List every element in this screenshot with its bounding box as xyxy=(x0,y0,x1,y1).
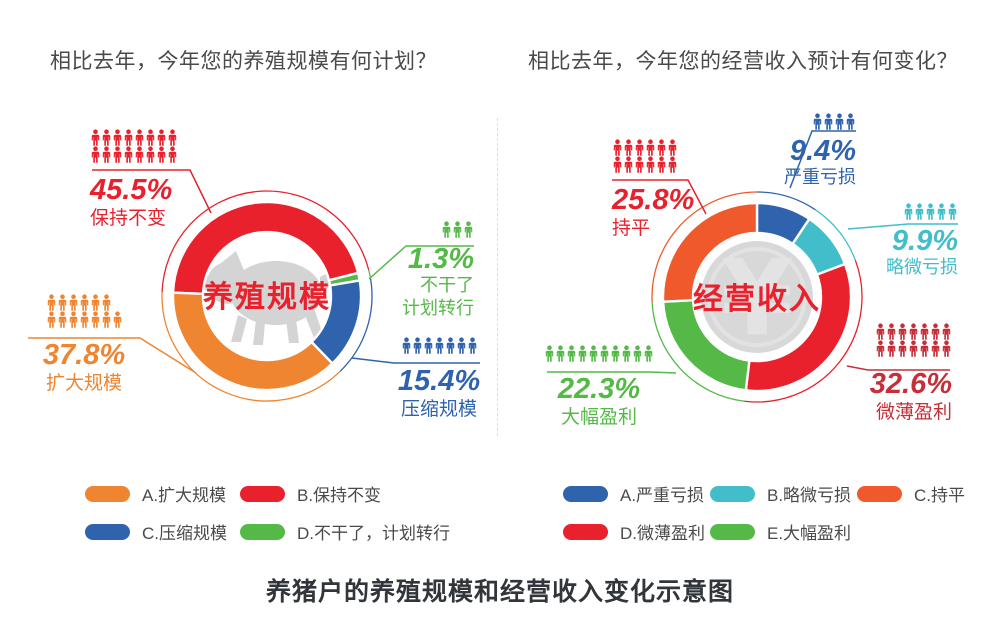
donut-chart-business-income: ¥ 经营收入 xyxy=(651,191,863,403)
pct-quit: 1.3% xyxy=(407,243,474,275)
label-slim-profit: 微薄盈利 xyxy=(875,402,952,424)
callout-serious-loss: 9.4% 严重亏损 xyxy=(784,113,856,189)
legend-business-income: A.严重亏损 B.略微亏损 C.持平 D.微薄盈利 E.大幅盈利 xyxy=(563,481,965,544)
people-icons-big-profit xyxy=(544,345,654,362)
label-keep-same: 保持不变 xyxy=(90,208,167,230)
people-icons-slim-profit xyxy=(875,323,952,357)
callout-flat: 25.8% 持平 xyxy=(612,139,695,241)
callout-slight-loss: 9.9% 略微亏损 xyxy=(886,203,958,279)
legend-label-slim-profit: D.微薄盈利 xyxy=(620,524,705,543)
legend-label-expand: A.扩大规模 xyxy=(142,486,227,505)
legend-item-flat: C.持平 xyxy=(857,481,965,506)
donut-center-label-farming-scale: 养殖规模 xyxy=(203,280,331,314)
legend-label-big-profit: E.大幅盈利 xyxy=(767,524,852,543)
donut-center-label-business-income: 经营收入 xyxy=(693,282,821,316)
label-expand: 扩大规模 xyxy=(45,373,122,395)
legend-label-keep-same: B.保持不变 xyxy=(297,486,382,505)
svg-text:¥: ¥ xyxy=(721,237,793,359)
label-big-profit: 大幅盈利 xyxy=(560,407,637,429)
legend-item-shrink: C.压缩规模 xyxy=(85,519,240,544)
pct-slight-loss: 9.9% xyxy=(891,225,958,257)
people-icons-keep-same xyxy=(90,129,178,163)
legend-item-serious-loss: A.严重亏损 xyxy=(563,481,710,506)
legend-swatch-expand xyxy=(85,485,130,502)
figure-title: 养猪户的养殖规模和经营收入变化示意图 xyxy=(265,578,734,606)
legend-swatch-shrink xyxy=(85,523,130,540)
label-serious-loss: 严重亏损 xyxy=(784,167,856,188)
label-slight-loss: 略微亏损 xyxy=(886,257,958,278)
legend-farming-scale: A.扩大规模 B.保持不变 C.压缩规模 D.不干了，计划转行 xyxy=(85,481,450,544)
section-divider xyxy=(497,118,498,436)
callout-slim-profit: 32.6% 微薄盈利 xyxy=(868,323,952,425)
callout-quit: 1.3% 不干了 计划转行 xyxy=(400,221,474,319)
legend-swatch-keep-same xyxy=(240,485,285,502)
people-icons-serious-loss xyxy=(812,113,856,130)
legend-item-expand: A.扩大规模 xyxy=(85,481,240,506)
legend-swatch-slim-profit xyxy=(563,523,608,540)
legend-swatch-flat xyxy=(857,485,902,502)
people-icons-shrink xyxy=(401,337,478,354)
legend-item-big-profit: E.大幅盈利 xyxy=(710,519,857,544)
people-icons-flat xyxy=(612,139,678,173)
people-icons-expand xyxy=(46,294,123,328)
callout-keep-same: 45.5% 保持不变 xyxy=(90,129,190,231)
legend-item-keep-same: B.保持不变 xyxy=(240,481,450,506)
people-icons-quit xyxy=(441,221,474,238)
yuan-coin-icon: ¥ xyxy=(701,237,813,359)
pct-big-profit: 22.3% xyxy=(557,373,641,405)
callout-shrink: 15.4% 压缩规模 xyxy=(396,337,482,422)
label-flat: 持平 xyxy=(612,218,651,240)
legend-item-quit: D.不干了，计划转行 xyxy=(240,519,450,544)
label-quit-line2: 计划转行 xyxy=(402,297,474,318)
legend-label-flat: C.持平 xyxy=(914,486,965,505)
label-shrink: 压缩规模 xyxy=(400,399,477,421)
legend-swatch-big-profit xyxy=(710,523,755,540)
people-icons-slight-loss xyxy=(903,203,958,220)
pct-serious-loss: 9.4% xyxy=(789,135,856,167)
label-quit-line1: 不干了 xyxy=(420,275,474,296)
legend-label-shrink: C.压缩规模 xyxy=(142,524,227,543)
pct-slim-profit: 32.6% xyxy=(869,368,952,400)
legend-swatch-slight-loss xyxy=(710,485,755,502)
legend-label-quit: D.不干了，计划转行 xyxy=(297,524,450,543)
donut-segments-farming-scale xyxy=(161,190,373,402)
callout-expand: 37.8% 扩大规模 xyxy=(28,294,140,396)
pct-flat: 25.8% xyxy=(612,184,695,216)
pct-expand: 37.8% xyxy=(42,339,126,371)
legend-label-serious-loss: A.严重亏损 xyxy=(620,486,705,505)
pct-keep-same: 45.5% xyxy=(90,174,173,206)
legend-swatch-quit xyxy=(240,523,285,540)
legend-label-slight-loss: B.略微亏损 xyxy=(767,486,852,505)
pct-shrink: 15.4% xyxy=(397,365,481,397)
right-question-title: 相比去年，今年您的经营收入预计有何变化？ xyxy=(528,50,958,73)
donut-chart-farming-scale: 养殖规模 xyxy=(161,190,373,402)
legend-item-slight-loss: B.略微亏损 xyxy=(710,481,857,506)
legend-swatch-serious-loss xyxy=(563,485,608,502)
left-question-title: 相比去年，今年您的养殖规模有何计划？ xyxy=(50,50,437,73)
legend-item-slim-profit: D.微薄盈利 xyxy=(563,519,710,544)
callout-big-profit: 22.3% 大幅盈利 xyxy=(544,345,654,430)
donut-segments-business-income xyxy=(651,191,863,403)
